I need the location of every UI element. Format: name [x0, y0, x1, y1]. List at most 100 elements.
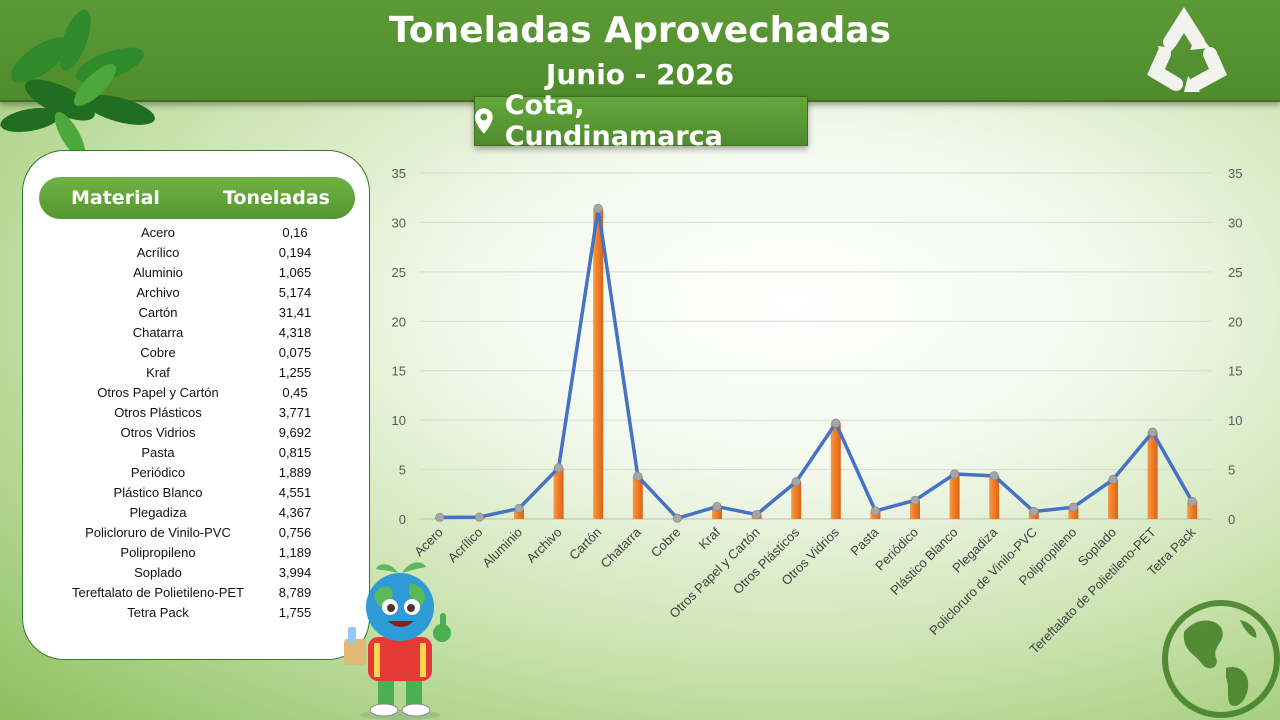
bar: [1068, 507, 1079, 519]
table-row: Otros Vidrios 9,692: [23, 423, 369, 443]
bar: [830, 423, 841, 519]
table-row: Polipropileno 1,189: [23, 543, 369, 563]
line-marker: [989, 471, 999, 481]
tropical-leaves-icon: [0, 9, 155, 158]
x-tick-label: Kraf: [696, 524, 724, 552]
tons-value: 0,815: [278, 445, 312, 460]
material-name: Plegadiza: [129, 505, 187, 520]
table-row: Pasta 0,815: [23, 443, 369, 463]
tons-value: 1,189: [278, 545, 312, 560]
bar: [1108, 479, 1118, 519]
tons-value: 1,755: [278, 605, 312, 620]
material-name: Kraf: [146, 365, 170, 380]
line-marker: [910, 495, 920, 505]
page-subtitle: Junio - 2026: [545, 58, 735, 91]
tons-value: 1,889: [278, 465, 312, 480]
bar: [514, 508, 524, 519]
bar: [910, 500, 920, 519]
column-header-material: Material: [71, 187, 160, 209]
line-marker: [831, 418, 841, 428]
bar: [553, 467, 564, 519]
y2-tick-label: 15: [1228, 364, 1242, 379]
y-tick-label: 20: [392, 314, 406, 329]
line-marker: [1068, 502, 1079, 512]
table-row: Policloruro de Vinilo-PVC 0,756: [23, 523, 369, 543]
location-label: Cota, Cundinamarca: [504, 90, 723, 152]
table-row: Plegadiza 4,367: [23, 503, 369, 523]
line-marker: [1187, 497, 1197, 507]
line-marker: [1108, 474, 1118, 485]
bar: [1187, 501, 1198, 519]
line-marker: [514, 503, 524, 514]
table-row: Archivo 5,174: [23, 283, 369, 303]
table-row: Tereftalato de Polietileno-PET 8,789: [23, 583, 369, 603]
bar: [791, 481, 802, 519]
material-name: Otros Vidrios: [120, 425, 196, 440]
material-name: Otros Papel y Cartón: [97, 385, 219, 400]
x-tick-label: Pasta: [847, 524, 882, 559]
table-header: Material Toneladas: [39, 177, 355, 219]
material-name: Periódico: [130, 465, 186, 480]
bar: [1147, 432, 1158, 519]
y2-tick-label: 5: [1228, 463, 1235, 478]
location-pin-icon: [475, 108, 493, 134]
material-name: Policloruro de Vinilo-PVC: [85, 525, 231, 540]
line-marker: [554, 463, 564, 473]
x-tick-label: Acero: [411, 525, 446, 560]
page-title: Toneladas Aprovechadas: [389, 10, 891, 51]
tons-value: 3,994: [278, 565, 312, 580]
x-tick-label: Cartón: [566, 525, 604, 563]
table-row: Cobre 0,075: [23, 343, 369, 363]
x-tick-label: Cobre: [648, 525, 684, 561]
tons-value: 5,174: [278, 285, 312, 300]
line-marker: [672, 513, 682, 523]
materials-table: Material Toneladas Acero 0,16 Acrílico 0,19…: [22, 150, 370, 660]
tons-value: 9,692: [278, 425, 312, 440]
y-tick-label: 35: [392, 166, 406, 181]
table-row: Otros Plásticos 3,771: [23, 403, 369, 423]
line-marker: [1147, 427, 1158, 437]
table-row: Acero 0,16: [23, 223, 369, 243]
title-banner: Toneladas Aprovechadas Junio - 2026: [0, 0, 1280, 102]
tons-value: 1,255: [278, 365, 312, 380]
series-line: [439, 206, 1194, 521]
y2-tick-label: 10: [1228, 413, 1242, 428]
tons-value: 8,789: [278, 585, 312, 600]
table-row: Cartón 31,41: [23, 303, 369, 323]
column-header-tons: Toneladas: [223, 187, 330, 209]
material-name: Archivo: [136, 285, 180, 300]
table-row: Periódico 1,889: [23, 463, 369, 483]
earth-mascot-icon: [344, 562, 451, 720]
tons-value: 1,065: [278, 265, 312, 280]
x-tick-label: Chatarra: [598, 524, 645, 571]
table-row: Soplado 3,994: [23, 563, 369, 583]
y-tick-label: 15: [392, 364, 406, 379]
bar: [632, 476, 643, 519]
y-tick-label: 5: [399, 463, 406, 478]
y-tick-label: 10: [392, 413, 406, 428]
tons-value: 0,16: [282, 225, 308, 240]
tons-value: 4,551: [278, 485, 312, 500]
line-marker: [474, 512, 485, 522]
line-marker: [791, 477, 801, 487]
table-row: Chatarra 4,318: [23, 323, 369, 343]
line-marker: [633, 471, 643, 481]
material-name: Acrílico: [136, 245, 180, 260]
table-row: Plástico Blanco 4,551: [23, 483, 369, 503]
table-row: Aluminio 1,065: [23, 263, 369, 283]
y2-tick-label: 20: [1228, 314, 1242, 329]
y2-tick-label: 25: [1228, 265, 1242, 280]
globe-icon: [1162, 600, 1280, 718]
tons-value: 31,41: [278, 305, 312, 320]
table-row: Acrílico 0,194: [23, 243, 369, 263]
tons-value: 0,194: [278, 245, 312, 260]
recycle-icon: [1147, 6, 1228, 92]
line-marker: [870, 506, 880, 516]
y2-tick-label: 0: [1228, 512, 1235, 527]
tons-value: 0,45: [282, 385, 308, 400]
tons-value: 0,075: [278, 345, 312, 360]
y2-tick-label: 30: [1228, 215, 1242, 230]
bar: [593, 208, 604, 519]
location-badge: Cota, Cundinamarca: [474, 90, 808, 152]
